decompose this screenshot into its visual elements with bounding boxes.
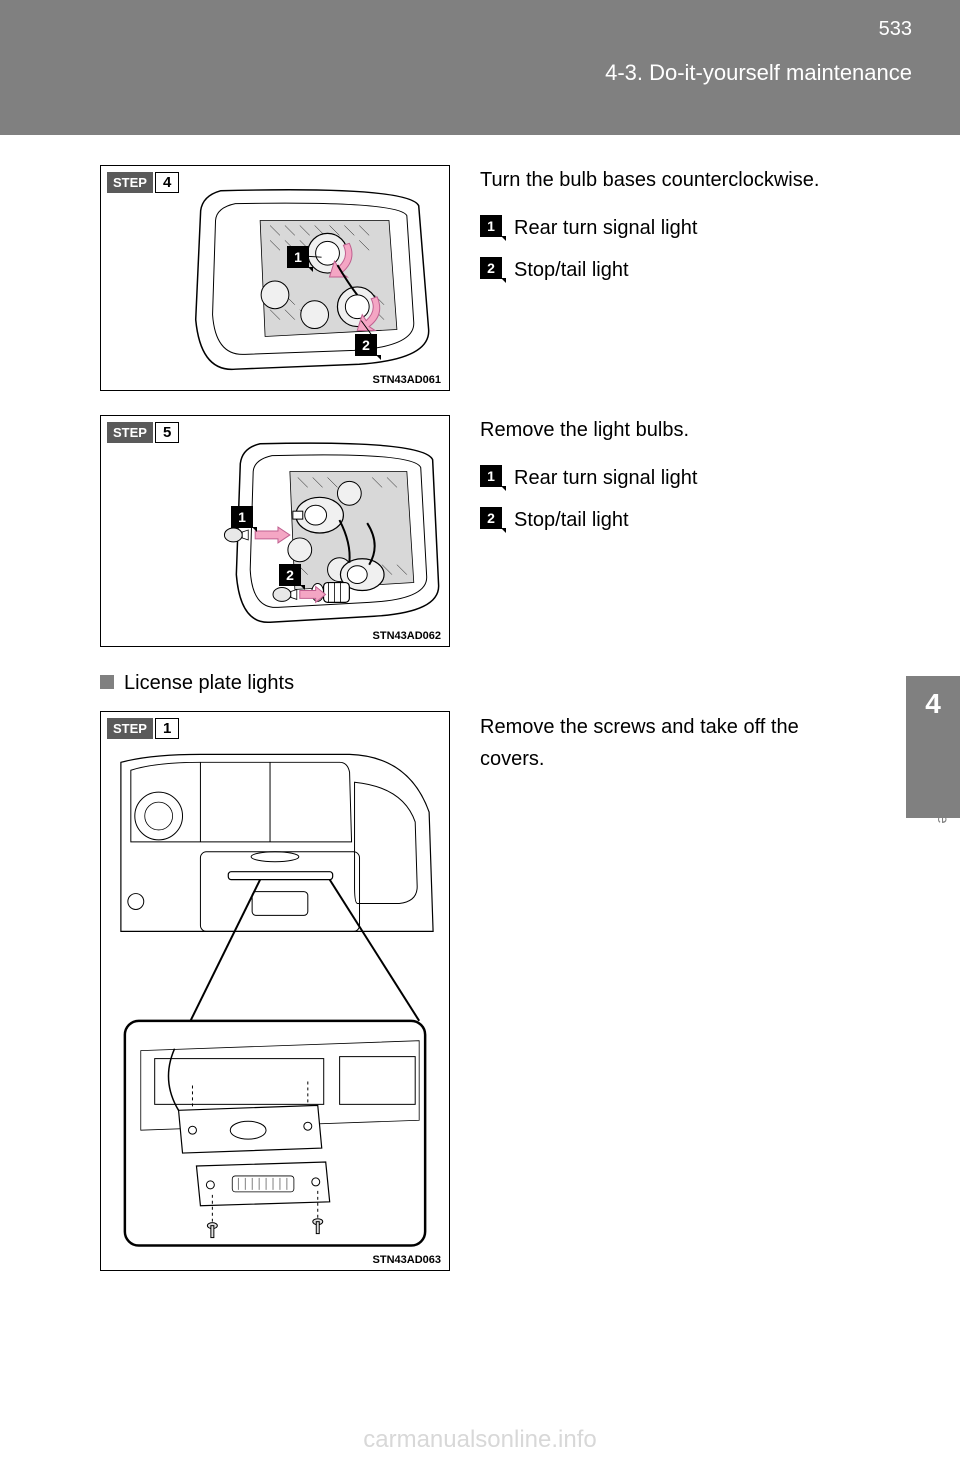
list-marker-1: 1 xyxy=(480,215,502,237)
list-label: Rear turn signal light xyxy=(514,463,697,493)
step-1-diagram: STEP 1 xyxy=(100,711,450,1271)
list-item: 2 Stop/tail light xyxy=(480,255,819,285)
step-4-instruction: Turn the bulb bases counterclockwise. xyxy=(480,165,819,195)
step-5-list: 1 Rear turn signal light 2 Stop/tail lig… xyxy=(480,463,697,535)
step-1-instruction: Remove the screws and take off the cover… xyxy=(480,716,799,770)
step-5-row: STEP 5 xyxy=(100,415,890,647)
list-item: 2 Stop/tail light xyxy=(480,505,697,535)
diagram-code: STN43AD063 xyxy=(373,1254,441,1266)
step-4-diagram: STEP 4 xyxy=(100,165,450,391)
step-5-diagram: STEP 5 xyxy=(100,415,450,647)
diagram-marker-2: 2 xyxy=(279,564,301,586)
step-5-instruction: Remove the light bulbs. xyxy=(480,415,697,445)
step-4-list: 1 Rear turn signal light 2 Stop/tail lig… xyxy=(480,213,819,285)
step-1-row: STEP 1 xyxy=(100,711,890,1271)
subsection-title: License plate lights xyxy=(124,672,294,695)
list-marker-1: 1 xyxy=(480,465,502,487)
step-1-svg xyxy=(101,712,449,1270)
diagram-code: STN43AD062 xyxy=(373,630,441,642)
content-area: STEP 4 xyxy=(0,135,960,1271)
step-4-text: Turn the bulb bases counterclockwise. 1 … xyxy=(480,165,819,297)
step-5-svg xyxy=(101,416,449,646)
diagram-marker-2: 2 xyxy=(355,334,377,356)
list-marker-2: 2 xyxy=(480,507,502,529)
list-label: Rear turn signal light xyxy=(514,213,697,243)
side-tab: 4 Maintenance and care xyxy=(906,676,960,818)
step-4-row: STEP 4 xyxy=(100,165,890,391)
list-item: 1 Rear turn signal light xyxy=(480,213,819,243)
step-1-text: Remove the screws and take off the cover… xyxy=(480,711,800,775)
list-item: 1 Rear turn signal light xyxy=(480,463,697,493)
step-5-text: Remove the light bulbs. 1 Rear turn sign… xyxy=(480,415,697,547)
list-marker-2: 2 xyxy=(480,257,502,279)
subsection-header: License plate lights xyxy=(100,671,890,695)
list-label: Stop/tail light xyxy=(514,255,629,285)
header-band: 533 4-3. Do-it-yourself maintenance xyxy=(0,0,960,135)
section-title: 4-3. Do-it-yourself maintenance xyxy=(605,60,912,86)
side-tab-chapter: 4 xyxy=(925,688,941,720)
side-tab-label: Maintenance and care xyxy=(915,732,951,824)
diagram-marker-1: 1 xyxy=(287,246,309,268)
page-number: 533 xyxy=(879,18,912,41)
diagram-marker-1: 1 xyxy=(231,506,253,528)
subsection-bullet-icon xyxy=(100,675,114,689)
list-label: Stop/tail light xyxy=(514,505,629,535)
diagram-code: STN43AD061 xyxy=(373,374,441,386)
step-4-svg xyxy=(101,166,449,390)
footer-watermark: carmanualsonline.info xyxy=(0,1426,960,1454)
